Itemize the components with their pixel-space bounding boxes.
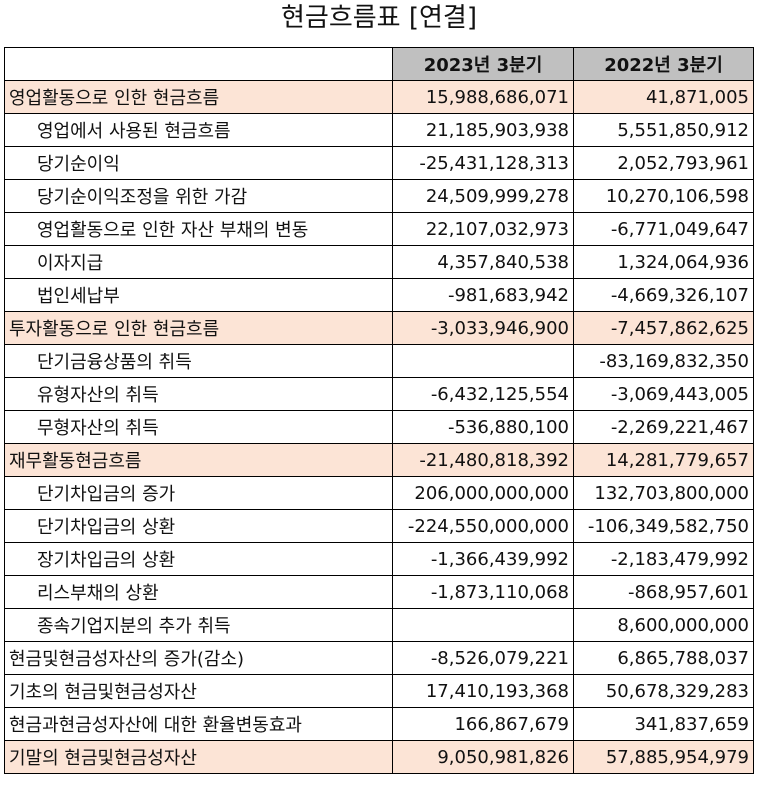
- value-2022-q3: 6,865,788,037: [573, 641, 754, 675]
- value-2022-q3: -6,771,049,647: [573, 212, 754, 246]
- row-label: 종속기업지분의 추가 취득: [4, 608, 393, 642]
- table-row: 투자활동으로 인한 현금흐름 -3,033,946,900 -7,457,862,6…: [4, 311, 754, 345]
- value-2022-q3: 5,551,850,912: [573, 113, 754, 147]
- value-2023-q3: -224,550,000,000: [392, 509, 574, 543]
- row-label: 영업에서 사용된 현금흐름: [4, 113, 393, 147]
- value-2022-q3: 14,281,779,657: [573, 443, 754, 477]
- value-2023-q3: 22,107,032,973: [392, 212, 574, 246]
- table-row: 단기금융상품의 취득 -83,169,832,350: [4, 344, 754, 378]
- value-2022-q3: 2,052,793,961: [573, 146, 754, 180]
- row-label: 법인세납부: [4, 278, 393, 312]
- value-2023-q3: 206,000,000,000: [392, 476, 574, 510]
- table-row: 기초의 현금및현금성자산 17,410,193,368 50,678,329,283: [4, 674, 754, 708]
- value-2023-q3: -6,432,125,554: [392, 377, 574, 411]
- value-2022-q3: -868,957,601: [573, 575, 754, 609]
- value-2022-q3: 10,270,106,598: [573, 179, 754, 213]
- row-label: 영업활동으로 인한 자산 부채의 변동: [4, 212, 393, 246]
- table-row: 무형자산의 취득 -536,880,100 -2,269,221,467: [4, 410, 754, 444]
- header-blank-cell: [4, 47, 393, 81]
- value-2023-q3: -8,526,079,221: [392, 641, 574, 675]
- value-2023-q3: 24,509,999,278: [392, 179, 574, 213]
- row-label: 단기금융상품의 취득: [4, 344, 393, 378]
- row-label: 기초의 현금및현금성자산: [4, 674, 393, 708]
- value-2022-q3: 50,678,329,283: [573, 674, 754, 708]
- table-row: 단기차입금의 증가 206,000,000,000 132,703,800,000: [4, 476, 754, 510]
- page-title: 현금흐름표 [연결]: [281, 3, 477, 33]
- value-2023-q3: [392, 608, 574, 642]
- row-label: 리스부채의 상환: [4, 575, 393, 609]
- header-2023-q3: 2023년 3분기: [392, 47, 574, 81]
- value-2023-q3: -25,431,128,313: [392, 146, 574, 180]
- row-label: 기말의 현금및현금성자산: [4, 740, 393, 774]
- table-row: 법인세납부 -981,683,942 -4,669,326,107: [4, 278, 754, 312]
- value-2022-q3: -2,183,479,992: [573, 542, 754, 576]
- table-row: 현금및현금성자산의 증가(감소) -8,526,079,221 6,865,788,…: [4, 641, 754, 675]
- value-2022-q3: -7,457,862,625: [573, 311, 754, 345]
- value-2023-q3: 166,867,679: [392, 707, 574, 741]
- value-2022-q3: 132,703,800,000: [573, 476, 754, 510]
- table-row: 리스부채의 상환 -1,873,110,068 -868,957,601: [4, 575, 754, 609]
- value-2022-q3: 41,871,005: [573, 80, 754, 114]
- table-row: 장기차입금의 상환 -1,366,439,992 -2,183,479,992: [4, 542, 754, 576]
- value-2023-q3: -3,033,946,900: [392, 311, 574, 345]
- value-2023-q3: 4,357,840,538: [392, 245, 574, 279]
- value-2023-q3: 15,988,686,071: [392, 80, 574, 114]
- row-label: 영업활동으로 인한 현금흐름: [4, 80, 393, 114]
- table-row: 종속기업지분의 추가 취득 8,600,000,000: [4, 608, 754, 642]
- row-label: 유형자산의 취득: [4, 377, 393, 411]
- row-label: 이자지급: [4, 245, 393, 279]
- value-2023-q3: 21,185,903,938: [392, 113, 574, 147]
- value-2022-q3: -106,349,582,750: [573, 509, 754, 543]
- value-2022-q3: -2,269,221,467: [573, 410, 754, 444]
- table-row: 영업에서 사용된 현금흐름 21,185,903,938 5,551,850,912: [4, 113, 754, 147]
- value-2023-q3: -1,366,439,992: [392, 542, 574, 576]
- row-label: 단기차입금의 증가: [4, 476, 393, 510]
- row-label: 무형자산의 취득: [4, 410, 393, 444]
- row-label: 당기순이익조정을 위한 가감: [4, 179, 393, 213]
- table-row: 당기순이익조정을 위한 가감 24,509,999,278 10,270,106,5…: [4, 179, 754, 213]
- table-row: 당기순이익 -25,431,128,313 2,052,793,961: [4, 146, 754, 180]
- table-row: 현금과현금성자산에 대한 환율변동효과 166,867,679 341,837,65…: [4, 707, 754, 741]
- header-row: 2023년 3분기 2022년 3분기: [4, 47, 754, 81]
- table-row: 영업활동으로 인한 현금흐름 15,988,686,071 41,871,005: [4, 80, 754, 114]
- value-2023-q3: -536,880,100: [392, 410, 574, 444]
- table-row: 이자지급 4,357,840,538 1,324,064,936: [4, 245, 754, 279]
- value-2023-q3: -981,683,942: [392, 278, 574, 312]
- cash-flow-table: 2023년 3분기 2022년 3분기 영업활동으로 인한 현금흐름 15,988…: [4, 47, 754, 774]
- value-2022-q3: -4,669,326,107: [573, 278, 754, 312]
- value-2023-q3: 9,050,981,826: [392, 740, 574, 774]
- table-row: 단기차입금의 상환 -224,550,000,000 -106,349,582,75…: [4, 509, 754, 543]
- value-2023-q3: -21,480,818,392: [392, 443, 574, 477]
- value-2023-q3: 17,410,193,368: [392, 674, 574, 708]
- value-2022-q3: 8,600,000,000: [573, 608, 754, 642]
- value-2022-q3: 1,324,064,936: [573, 245, 754, 279]
- value-2023-q3: [392, 344, 574, 378]
- row-label: 투자활동으로 인한 현금흐름: [4, 311, 393, 345]
- table-row: 영업활동으로 인한 자산 부채의 변동 22,107,032,973 -6,771,…: [4, 212, 754, 246]
- row-label: 장기차입금의 상환: [4, 542, 393, 576]
- value-2022-q3: -83,169,832,350: [573, 344, 754, 378]
- header-2022-q3: 2022년 3분기: [573, 47, 754, 81]
- table-row: 재무활동현금흐름 -21,480,818,392 14,281,779,657: [4, 443, 754, 477]
- row-label: 단기차입금의 상환: [4, 509, 393, 543]
- value-2022-q3: 57,885,954,979: [573, 740, 754, 774]
- value-2022-q3: 341,837,659: [573, 707, 754, 741]
- row-label: 재무활동현금흐름: [4, 443, 393, 477]
- table-row: 기말의 현금및현금성자산 9,050,981,826 57,885,954,979: [4, 740, 754, 774]
- row-label: 현금및현금성자산의 증가(감소): [4, 641, 393, 675]
- table-row: 유형자산의 취득 -6,432,125,554 -3,069,443,005: [4, 377, 754, 411]
- row-label: 현금과현금성자산에 대한 환율변동효과: [4, 707, 393, 741]
- value-2022-q3: -3,069,443,005: [573, 377, 754, 411]
- value-2023-q3: -1,873,110,068: [392, 575, 574, 609]
- row-label: 당기순이익: [4, 146, 393, 180]
